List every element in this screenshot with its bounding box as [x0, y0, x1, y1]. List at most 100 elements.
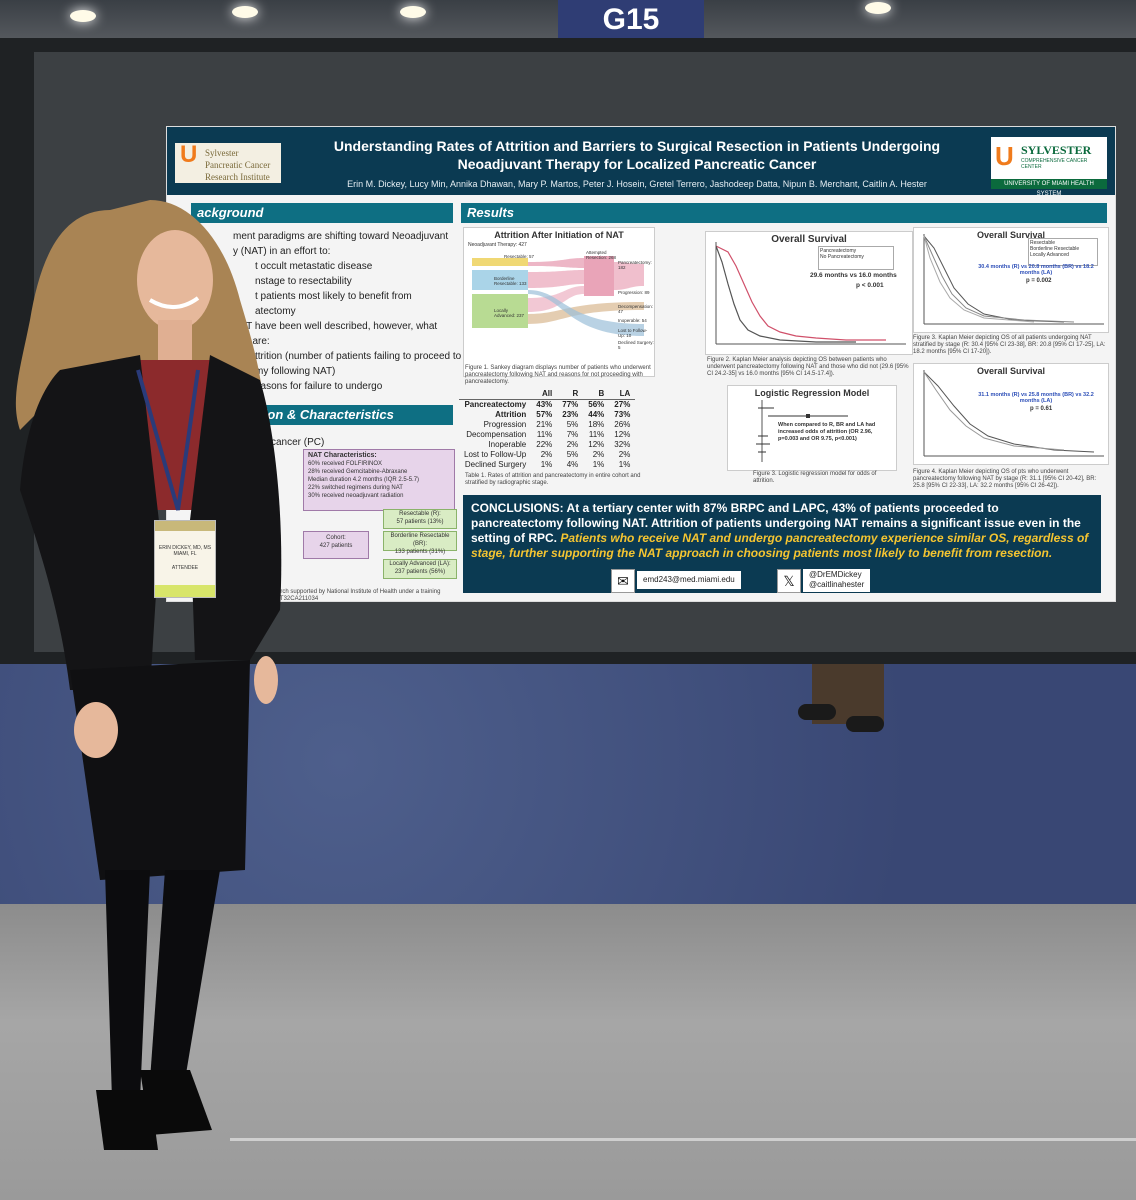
sankey-label: Locally Advanced: 237: [494, 308, 525, 318]
table-cell: 73%: [614, 410, 631, 419]
left-shoe: [96, 1090, 158, 1150]
stage-count: 133 patients (31%): [394, 549, 446, 555]
poster-title-line-1: Understanding Rates of Attrition and Bar…: [333, 138, 941, 154]
os1-legend-item: No Pancreatectomy: [820, 254, 864, 260]
smile: [148, 296, 200, 309]
poster-header: U Sylvester Pancreatic Cancer Research I…: [167, 127, 1115, 197]
background-person-shoe: [798, 704, 836, 720]
sankey-label: Declined Surgery: 5: [618, 340, 654, 350]
table-row: Progression 21% 5% 18% 26%: [459, 420, 635, 430]
table-cell: 11%: [536, 430, 553, 439]
table-cell: 2%: [592, 450, 605, 459]
logreg-point: [806, 414, 810, 418]
table-cell: Pancreatectomy: [464, 400, 527, 409]
os3-line-br: [923, 371, 1065, 451]
nat-characteristics-box: NAT Characteristics: 60% received FOLFIR…: [303, 449, 455, 511]
sylvester-cancer-center-logo: U SYLVESTER COMPREHENSIVE CANCER CENTER …: [991, 137, 1107, 197]
social-handle: @caitlinahester: [809, 580, 865, 589]
background-line: easons for failure to undergo: [255, 381, 383, 392]
table-cell: 1%: [592, 460, 605, 469]
nat-item: 28% received Gemcitabine-Abraxane: [308, 469, 408, 475]
os3-caption: Figure 4. Kaplan Meier depicting OS of p…: [913, 469, 1097, 489]
os1-legend-item: Pancreatectomy: [820, 248, 857, 254]
stage-box: Locally Advanced (LA): 237 patients (56%): [383, 559, 457, 579]
os3-title: Overall Survival: [976, 366, 1046, 376]
sankey-label: Lost to Follow-Up: 10: [618, 328, 648, 338]
os1-line-no-pancreatectomy: [715, 245, 856, 343]
table-row: Decompensation 11% 7% 11% 12%: [459, 430, 635, 440]
attrition-table: All R B LA Pancreatectomy 43% 77% 56% 27% Attriti…: [459, 389, 636, 470]
badge-header: [155, 521, 215, 531]
sankey-title: Attrition After Initiation of NAT: [494, 230, 624, 240]
nat-item: 30% received neoadjuvant radiation: [308, 493, 404, 499]
funding-note: Research supported by National Institute…: [263, 589, 441, 602]
table-cell: Attrition: [495, 410, 527, 419]
sankey-label: Decompensation: 47: [618, 304, 654, 314]
background-line: ment paradigms are shifting toward Neoad…: [233, 231, 449, 242]
stage-box: Borderline Resectable (BR): 133 patients …: [383, 531, 457, 555]
table-header: LA: [609, 389, 636, 400]
os2-legend-item: Resectable: [1030, 240, 1056, 246]
left-leg: [105, 870, 150, 1100]
poster-title: Understanding Rates of Attrition and Bar…: [287, 137, 987, 173]
table-cell: 18%: [588, 420, 605, 429]
presenter-person: [15, 200, 282, 1150]
table-cell: 5%: [566, 420, 579, 429]
background-line: y (NAT) in an effort to:: [233, 246, 331, 257]
sankey-label: Progression: 89: [618, 290, 650, 295]
ceiling-light: [70, 10, 96, 22]
sankey-flow: [528, 258, 584, 268]
sankey-node-resectable: [472, 258, 528, 266]
social-handles: @DrEMDickey @caitlinahester: [803, 569, 871, 592]
right-shoe: [140, 1070, 212, 1135]
table-cell: 56%: [588, 400, 605, 409]
logo-um: UNIVERSITY OF MIAMI HEALTH SYSTEM: [991, 179, 1107, 197]
stage-count: 57 patients (13%): [396, 519, 444, 525]
logreg-svg: [756, 400, 848, 462]
table-cell: Declined Surgery: [464, 460, 527, 469]
table-cell: 44%: [588, 410, 605, 419]
sankey-flow: [528, 270, 584, 288]
table-row: Lost to Follow-Up 2% 5% 2% 2%: [459, 450, 635, 460]
os1-svg: [715, 242, 906, 345]
name-badge: ERIN DICKEY, MD, MS MIAMI, FL ATTENDEE: [154, 520, 216, 598]
table-header: [459, 389, 532, 400]
os3-svg: [923, 370, 1104, 457]
background-line: t occult metastatic disease: [255, 261, 373, 272]
poster-title-line-2: Neoadjuvant Therapy for Localized Pancre…: [457, 156, 817, 172]
table-header: B: [583, 389, 610, 400]
left-hand: [74, 702, 118, 758]
table-caption: Table 1. Rates of attrition and pancreat…: [465, 473, 641, 486]
ceiling-light: [865, 2, 891, 14]
table-cell: 12%: [588, 440, 605, 449]
table-header-row: All R B LA: [459, 389, 636, 400]
background-section-header: ackground: [191, 203, 453, 223]
stage-box: Resectable (R): 57 patients (13%): [383, 509, 457, 529]
sankey-flow: [528, 302, 644, 324]
nat-item: Median duration 4.2 months (IQR 2.5-5.7): [308, 477, 420, 483]
os1-caption: Figure 2. Kaplan Meier analysis depictin…: [707, 357, 909, 377]
conclusion-text: CONCLUSIONS: At a tertiary center with 8…: [471, 501, 1081, 545]
table-cell: 21%: [536, 420, 553, 429]
os2-annotation: 30.4 months (R) vs 20.8 months (BR) vs 1…: [978, 264, 1094, 276]
logreg-caption: Figure 3. Logistic regression model for …: [753, 471, 877, 484]
logo-line: Research Institute: [205, 172, 270, 182]
badge-role: ATTENDEE: [171, 565, 199, 571]
table-cell: 7%: [566, 430, 579, 439]
sankey-left-label: Neoadjuvant Therapy: 427: [468, 242, 527, 248]
table-cell: 2%: [540, 450, 553, 459]
sankey-svg: [472, 256, 644, 336]
os3-pvalue: p = 0.61: [1030, 406, 1053, 412]
stage-count: 237 patients (56%): [394, 569, 446, 575]
background-line: ttrition (number of patients failing to …: [255, 351, 462, 362]
sankey-node-la: [472, 294, 528, 328]
table-cell: Inoperable: [488, 440, 527, 449]
stage-name: Resectable (R):: [399, 511, 441, 517]
table-cell: 57%: [536, 410, 553, 419]
table-header: All: [531, 389, 558, 400]
table-header: R: [557, 389, 584, 400]
sankey-label: Inoperable: 54: [618, 318, 647, 323]
table-cell: 2%: [618, 450, 631, 459]
badge-ribbon: [155, 585, 215, 597]
os3-line-r: [923, 371, 1095, 453]
